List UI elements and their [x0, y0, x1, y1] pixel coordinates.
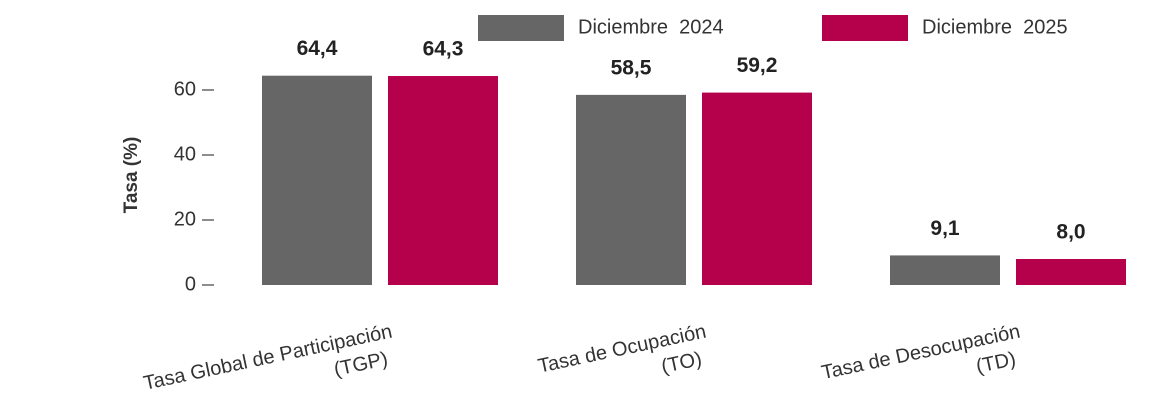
bar — [702, 92, 812, 285]
legend-label: Diciembre 2024 — [578, 16, 724, 38]
y-tick-label: 60 — [174, 78, 196, 100]
value-label: 64,3 — [423, 38, 464, 61]
x-tick-label-line: (TD) — [974, 348, 1018, 378]
value-label: 59,2 — [737, 54, 778, 77]
y-tick-label: 20 — [174, 208, 196, 230]
legend-swatch — [822, 15, 908, 41]
legend-swatch — [478, 15, 564, 41]
bar — [262, 75, 372, 285]
x-tick-label-line: (TO) — [659, 348, 703, 378]
bar — [388, 76, 498, 286]
bar — [576, 94, 686, 285]
legend-label: Diciembre 2025 — [922, 16, 1068, 38]
y-axis-title: Tasa (%) — [121, 137, 142, 214]
value-label: 8,0 — [1056, 221, 1085, 244]
x-tick-label: Tasa de Desocupación(TD) — [820, 321, 1023, 385]
y-tick-label: 40 — [174, 143, 196, 165]
y-tick-label: 0 — [185, 273, 196, 295]
x-tick-label: Tasa de Ocupación(TO) — [536, 321, 708, 378]
value-label: 58,5 — [611, 56, 652, 79]
bar — [1016, 259, 1126, 285]
value-label: 9,1 — [930, 217, 960, 240]
x-tick-label: Tasa Global de Participación(TGP) — [142, 321, 395, 395]
bar — [890, 255, 1000, 285]
value-label: 64,4 — [297, 37, 338, 60]
